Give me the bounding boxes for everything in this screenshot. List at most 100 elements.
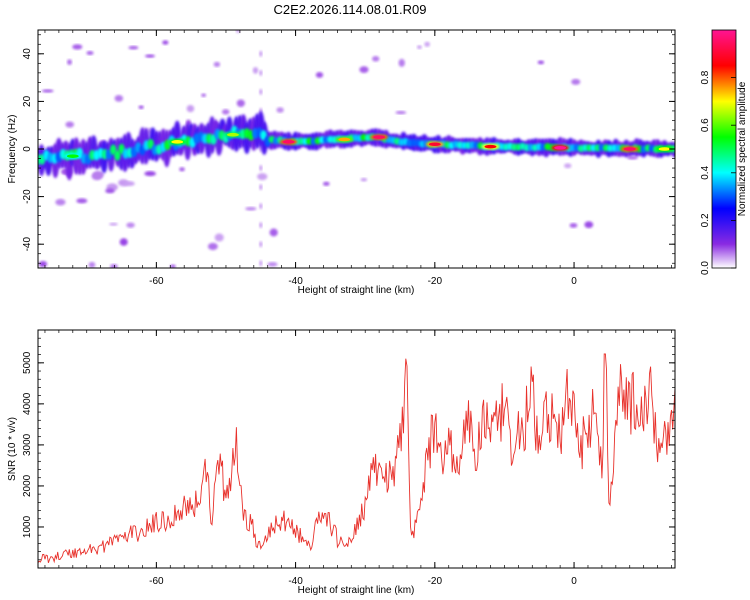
spectrogram-noise-blob xyxy=(86,50,94,56)
snr-axis-ticks: -60 -40 -20 0 1000 2000 3000 4000 5000 xyxy=(22,329,675,587)
spectrogram-noise-blob xyxy=(128,45,139,50)
spectrogram-noise-blob xyxy=(186,104,195,113)
spectrogram-noise-blob xyxy=(105,188,115,194)
spectrogram-noise-blob xyxy=(315,71,324,78)
colorbar-tick-label: 0.8 xyxy=(700,70,711,84)
y-tick-label: 5000 xyxy=(22,351,33,374)
spectrogram-noise-blob xyxy=(41,89,54,93)
spectrogram-noise-blob xyxy=(214,233,224,242)
spectrogram-noise-blob xyxy=(123,181,135,187)
spectrogram-panel: -60 -40 -20 0 -40 -20 0 20 40 Height of straight… xyxy=(7,29,676,296)
colorbar-tick-label: 0.4 xyxy=(700,165,711,179)
colorbar-tick-label: 0.2 xyxy=(700,213,711,227)
spectrogram-noise-blob xyxy=(564,163,572,169)
y-tick-label: -40 xyxy=(22,237,33,252)
spectrogram-noise-blob xyxy=(584,221,594,229)
snr-frame xyxy=(37,329,676,569)
spectrogram-noise-blob xyxy=(359,66,369,74)
spectrogram-noise-blob xyxy=(571,78,581,85)
y-tick-label: 20 xyxy=(22,95,33,107)
spectrogram-noise-blob xyxy=(259,88,263,95)
spectrogram-noise-blob xyxy=(236,99,245,107)
spectrogram-noise-blob xyxy=(144,54,155,58)
colorbar-tick-label: 0.0 xyxy=(700,261,711,275)
spectrogram-noise-blob xyxy=(110,264,118,268)
spectrogram-noise-blob xyxy=(38,260,48,268)
spectrogram-noise-blob xyxy=(257,173,268,181)
spectrogram-heatmap xyxy=(38,30,675,268)
spectrogram-noise-blob xyxy=(114,94,124,102)
spectrogram-noise-blob xyxy=(221,109,230,115)
y-tick-label: 1000 xyxy=(22,515,33,538)
colorbar-ticks: 0.0 0.2 0.4 0.6 0.8 xyxy=(700,70,736,275)
colorbar: 0.0 0.2 0.4 0.6 0.8 Normalized spectral ampl… xyxy=(700,29,748,275)
spectrogram-ridge-core xyxy=(147,138,154,150)
spectrogram-axis-ticks: -60 -40 -20 0 -40 -20 0 20 40 xyxy=(22,30,675,287)
spectrogram-noise-blob xyxy=(213,61,221,67)
spectrogram-hot-spot-core xyxy=(428,142,441,147)
spectrogram-noise-blob xyxy=(201,93,207,97)
spectrogram-noise-blob xyxy=(537,60,545,65)
spectrogram-noise-blob xyxy=(245,207,257,211)
spectrogram-noise-blob xyxy=(259,203,263,210)
spectrogram-noise-blob xyxy=(259,184,263,191)
spectrogram-noise-blob xyxy=(88,261,96,268)
spectrogram-noise-blob xyxy=(109,222,118,226)
colorbar-label: Normalized spectral amplitude xyxy=(737,81,748,216)
spectrogram-noise-blob xyxy=(372,56,380,62)
spectrogram-noise-blob xyxy=(207,242,218,251)
x-tick-label: -40 xyxy=(288,276,303,287)
spectrogram-hot-spot-core xyxy=(554,146,567,150)
spectrogram-noise-blob xyxy=(269,228,278,237)
spectrogram-noise-blob xyxy=(360,178,368,182)
spectrogram-noise-blob xyxy=(170,264,176,268)
spectrogram-hot-spot-core xyxy=(226,132,239,137)
x-tick-label: 0 xyxy=(571,576,577,587)
spectrogram-noise-blob xyxy=(55,198,66,206)
spectrogram-hot-spot-core xyxy=(282,140,295,144)
snr-x-axis-label: Height of straight line (km) xyxy=(298,585,415,596)
spectrogram-noise-blob xyxy=(235,30,241,34)
spectrogram-ridge-core xyxy=(114,150,121,161)
spectrogram-noise-blob xyxy=(76,198,88,204)
spectrogram-noise-blob xyxy=(276,107,284,113)
spectrogram-noise-blob xyxy=(322,181,330,186)
spectrogram-noise-blob xyxy=(395,111,407,115)
x-tick-label: -60 xyxy=(149,276,164,287)
y-tick-label: 3000 xyxy=(22,433,33,456)
spectrogram-noise-blob xyxy=(267,262,278,267)
spectrogram-noise-blob xyxy=(398,58,405,67)
spectrogram-noise-blob xyxy=(179,167,185,172)
spectrogram-noise-blob xyxy=(126,222,135,228)
spectrogram-noise-blob xyxy=(417,45,422,50)
spectrogram-frame xyxy=(37,29,676,269)
spectrogram-noise-blob xyxy=(65,121,75,128)
y-tick-label: 4000 xyxy=(22,392,33,415)
spectrogram-noise-blob xyxy=(259,165,263,172)
spectrogram-noise-blob xyxy=(144,171,156,177)
y-tick-label: -20 xyxy=(22,189,33,204)
y-tick-label: 2000 xyxy=(22,474,33,497)
spectrogram-noise-blob xyxy=(91,172,103,181)
x-tick-label: 0 xyxy=(571,276,577,287)
spectrogram-hot-spot-core xyxy=(338,137,351,142)
y-tick-label: 40 xyxy=(22,48,33,60)
spectrogram-noise-blob xyxy=(259,260,263,267)
spectrogram-noise-blob xyxy=(424,41,431,47)
snr-series-line xyxy=(38,353,675,564)
spectrogram-noise-blob xyxy=(119,238,128,246)
spectrogram-noise-blob xyxy=(67,59,72,65)
spectrogram-hot-spot-core xyxy=(658,147,671,151)
x-tick-label: -60 xyxy=(149,576,164,587)
snr-panel: -60 -40 -20 0 1000 2000 3000 4000 5000 Height of… xyxy=(7,329,676,596)
spectrogram-x-axis-label: Height of straight line (km) xyxy=(298,285,415,296)
x-tick-label: -20 xyxy=(428,576,443,587)
spectrogram-noise-blob xyxy=(252,67,259,74)
spectrogram-ridge-core xyxy=(260,130,267,141)
spectrogram-noise-blob xyxy=(627,156,638,160)
spectrogram-ridge-core xyxy=(109,144,117,155)
spectrogram-noise-blob xyxy=(569,223,578,228)
spectrogram-hot-spot-core xyxy=(171,140,184,144)
spectrogram-hot-spot-core xyxy=(623,147,636,151)
spectrogram-noise-blob xyxy=(259,50,263,57)
